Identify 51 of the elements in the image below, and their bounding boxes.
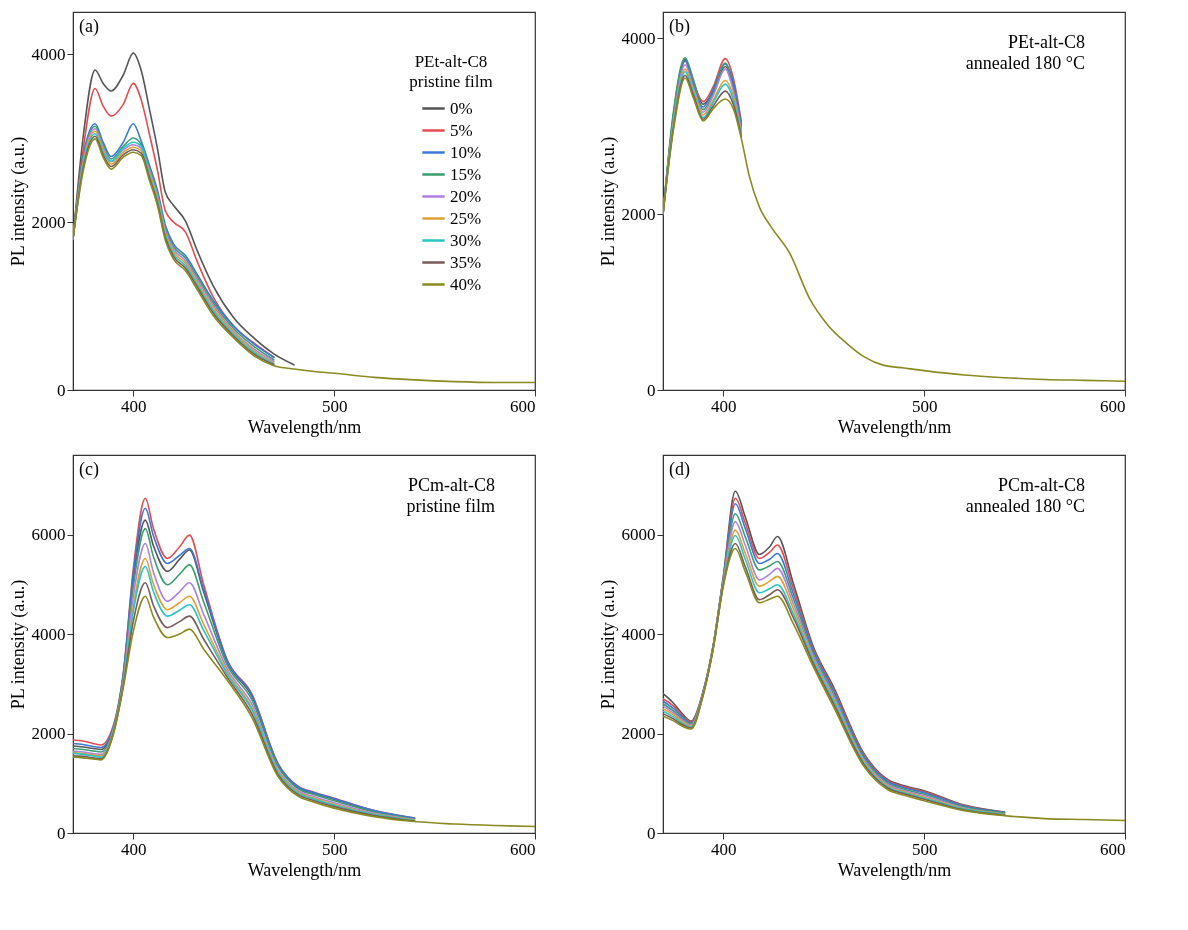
x-tick-label: 600 bbox=[510, 396, 536, 416]
y-tick-label: 0 bbox=[57, 823, 66, 843]
annotation: PCm-alt-C8 annealed 180 °C bbox=[965, 475, 1085, 516]
legend-label: 20% bbox=[450, 186, 482, 206]
y-tick-label: 4000 bbox=[31, 624, 66, 644]
y-axis-title: PL intensity (a.u.) bbox=[597, 579, 619, 710]
legend-label: 15% bbox=[450, 164, 482, 184]
y-tick-label: 6000 bbox=[31, 525, 66, 545]
y-tick-label: 0 bbox=[647, 823, 656, 843]
y-axis-title: PL intensity (a.u.) bbox=[7, 136, 29, 267]
y-axis-title: PL intensity (a.u.) bbox=[597, 136, 619, 267]
annotation: (b) bbox=[669, 16, 690, 37]
annotation: (c) bbox=[79, 459, 99, 480]
legend-title: PEt-alt-C8 pristine film bbox=[409, 52, 493, 91]
x-tick-label: 500 bbox=[321, 396, 348, 416]
legend-label: 35% bbox=[450, 252, 482, 272]
legend-label: 10% bbox=[450, 142, 482, 162]
x-tick-label: 600 bbox=[510, 839, 536, 859]
x-axis-title: Wavelength/nm bbox=[247, 416, 362, 437]
legend-label: 30% bbox=[450, 230, 482, 250]
y-tick-label: 2000 bbox=[621, 724, 656, 744]
x-axis-title: Wavelength/nm bbox=[837, 859, 952, 880]
annotation: (a) bbox=[79, 16, 99, 37]
annotation: PCm-alt-C8 pristine film bbox=[406, 475, 495, 516]
legend-label: 40% bbox=[450, 274, 482, 294]
annotation: (d) bbox=[669, 459, 690, 480]
x-tick-label: 600 bbox=[1100, 396, 1126, 416]
y-tick-label: 0 bbox=[647, 380, 656, 400]
y-tick-label: 0 bbox=[57, 380, 66, 400]
y-tick-label: 2000 bbox=[31, 212, 66, 232]
x-axis-title: Wavelength/nm bbox=[837, 416, 952, 437]
legend-label: 25% bbox=[450, 208, 482, 228]
x-tick-label: 500 bbox=[911, 396, 938, 416]
y-tick-label: 2000 bbox=[621, 204, 656, 224]
x-tick-label: 500 bbox=[321, 839, 348, 859]
y-tick-label: 4000 bbox=[31, 44, 66, 64]
y-axis-title: PL intensity (a.u.) bbox=[7, 579, 29, 710]
x-tick-label: 400 bbox=[711, 396, 737, 416]
x-tick-label: 500 bbox=[911, 839, 938, 859]
y-tick-label: 4000 bbox=[621, 624, 656, 644]
x-tick-label: 400 bbox=[121, 396, 147, 416]
legend-label: 0% bbox=[450, 98, 473, 118]
annotation: PEt-alt-C8 annealed 180 °C bbox=[965, 32, 1085, 73]
y-tick-label: 2000 bbox=[31, 724, 66, 744]
x-axis-title: Wavelength/nm bbox=[247, 859, 362, 880]
y-tick-label: 6000 bbox=[621, 525, 656, 545]
legend-label: 5% bbox=[450, 120, 473, 140]
x-tick-label: 600 bbox=[1100, 839, 1126, 859]
y-tick-label: 4000 bbox=[621, 28, 656, 48]
x-tick-label: 400 bbox=[121, 839, 147, 859]
x-tick-label: 400 bbox=[711, 839, 737, 859]
